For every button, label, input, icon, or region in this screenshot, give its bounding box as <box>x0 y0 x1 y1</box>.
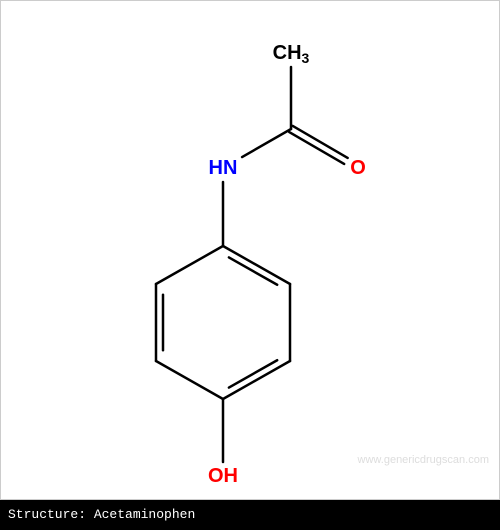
atom-CH3: CH3 <box>273 42 310 66</box>
molecule-canvas: CH3 O HN OH www.genericdrugscan.com <box>0 0 500 500</box>
atom-HN: HN <box>209 157 238 179</box>
watermark: www.genericdrugscan.com <box>358 454 489 466</box>
caption-prefix: Structure: <box>8 507 86 522</box>
atom-OH: OH <box>208 465 238 487</box>
caption-bar: Structure: Acetaminophen <box>0 500 500 530</box>
atom-O_co: O <box>350 157 366 179</box>
molecule-svg: CH3 O HN OH <box>1 1 500 501</box>
caption-name: Acetaminophen <box>94 507 195 522</box>
